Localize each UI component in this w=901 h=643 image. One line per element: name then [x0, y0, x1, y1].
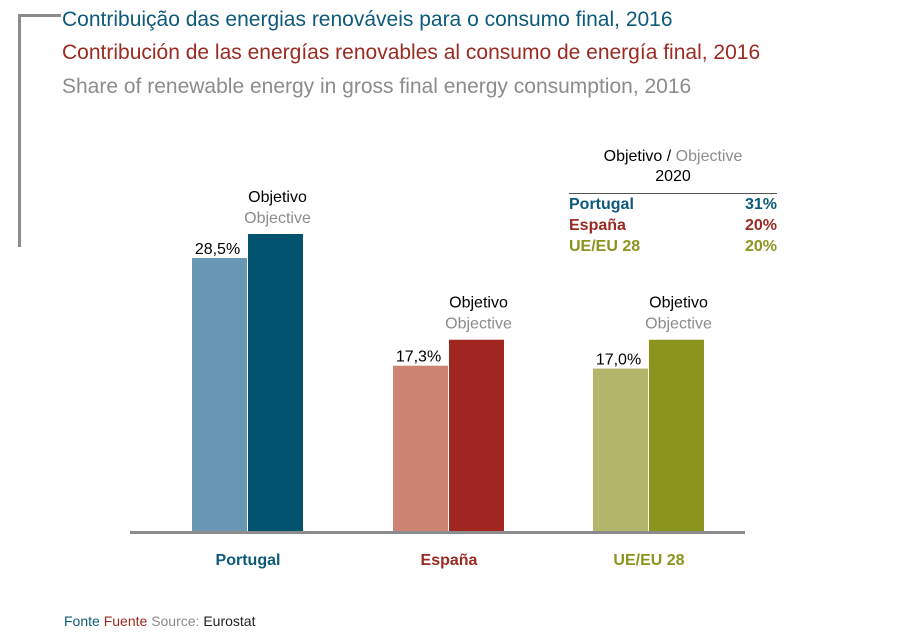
legend-value: 31%: [744, 196, 777, 213]
title-spanish: Contribución de las energías renovables …: [62, 41, 761, 64]
source-value: Eurostat: [203, 613, 256, 629]
legend-header-objetivo: Objetivo /: [603, 148, 672, 165]
legend-label: España: [569, 217, 626, 234]
legend-row-eu28: UE/EU 28 20%: [569, 236, 777, 257]
target-legend: Objetivo / Objective 2020 Portugal 31% E…: [569, 147, 777, 257]
bar-2016-ue-eu-28: [593, 368, 648, 532]
objective-label-en-portugal: Objective: [244, 210, 311, 227]
x-tick-label-portugal: Portugal: [216, 552, 281, 569]
source-fonte: Fonte: [64, 613, 100, 629]
source-fuente: Fuente: [103, 613, 148, 629]
legend-label: UE/EU 28: [569, 238, 641, 255]
legend-value: 20%: [744, 238, 777, 255]
legend-label: Portugal: [569, 196, 634, 213]
data-label-2016-ue-eu-28: 17,0%: [596, 352, 641, 369]
source-source: Source:: [151, 613, 200, 629]
legend-header: Objetivo / Objective 2020: [569, 147, 777, 194]
legend-row-portugal: Portugal 31%: [569, 194, 777, 215]
data-label-2016-portugal: 28,5%: [195, 241, 240, 258]
bar-objective-espa-a: [449, 339, 504, 532]
legend-header-year: 2020: [655, 168, 691, 185]
title-bracket: [18, 14, 61, 247]
legend-header-objective: Objective: [675, 148, 743, 165]
bar-objective-portugal: [248, 234, 303, 532]
legend-value: 20%: [744, 217, 777, 234]
objective-label-portugal: Objetivo: [248, 189, 307, 206]
objective-label-en-ue-eu-28: Objective: [645, 316, 712, 333]
title-english: Share of renewable energy in gross final…: [62, 75, 692, 98]
objective-label-ue-eu-28: Objetivo: [649, 295, 708, 312]
bar-2016-espa-a: [393, 365, 448, 532]
objective-label-en-espa-a: Objective: [445, 316, 512, 333]
x-tick-label-espa-a: España: [421, 552, 478, 569]
source-note: Fonte Fuente Source: Eurostat: [64, 613, 255, 629]
bar-objective-ue-eu-28: [649, 339, 704, 532]
bar-2016-portugal: [192, 258, 247, 532]
title-portuguese: Contribuição das energias renováveis par…: [62, 8, 673, 31]
legend-row-espana: España 20%: [569, 215, 777, 236]
x-tick-label-ue-eu-28: UE/EU 28: [613, 552, 684, 569]
data-label-2016-espa-a: 17,3%: [396, 349, 441, 366]
objective-label-espa-a: Objetivo: [449, 295, 508, 312]
